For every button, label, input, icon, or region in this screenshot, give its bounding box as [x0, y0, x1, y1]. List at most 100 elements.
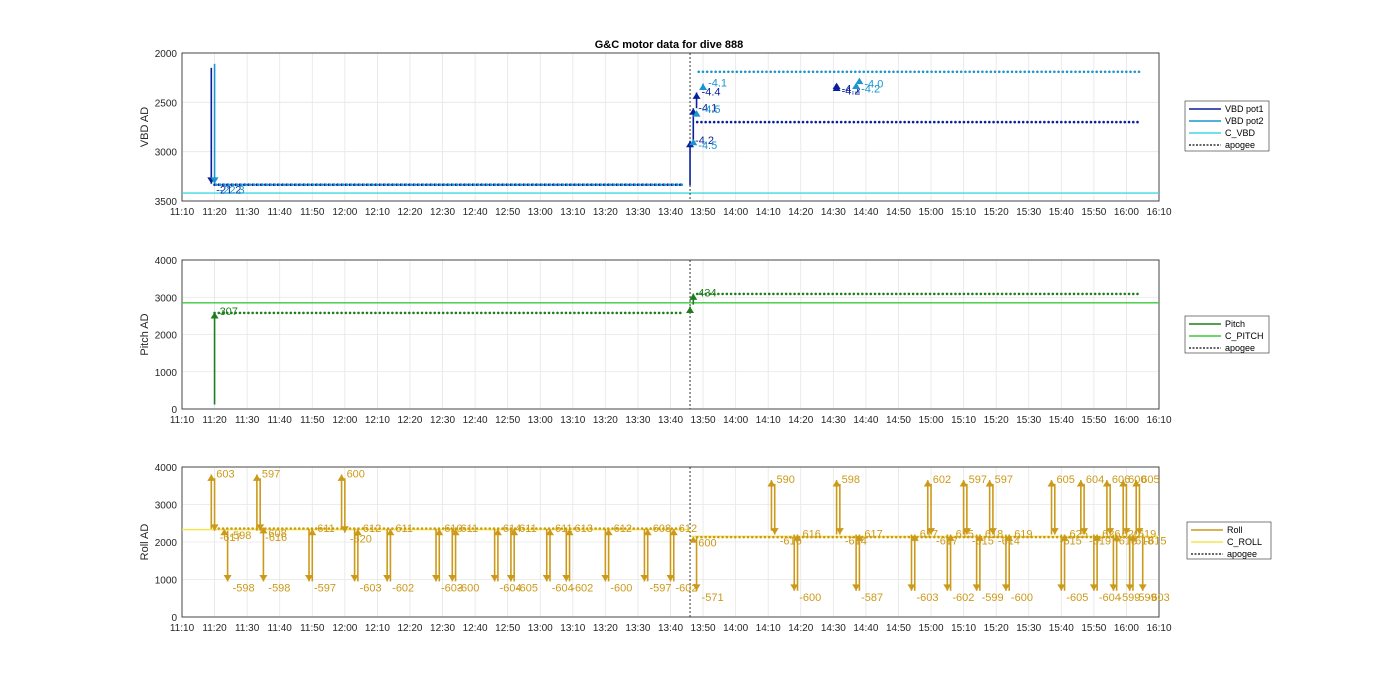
- series-point: [509, 311, 513, 315]
- series-point: [865, 120, 868, 124]
- x-tick-label: 12:50: [495, 415, 520, 426]
- arrow-head: [666, 574, 675, 582]
- arrow-head: [1135, 528, 1144, 535]
- series-point: [848, 292, 851, 296]
- series-point: [773, 70, 777, 74]
- roll-panel: 11:10 11:20 11:30 11:40 11:50 12:00 12:10 12:20…: [139, 463, 1272, 634]
- series-point: [949, 292, 953, 296]
- series-point: [1047, 292, 1050, 296]
- move-label: -4.5: [698, 140, 717, 152]
- axes-frame: [181, 52, 1160, 202]
- series-point: [756, 70, 760, 74]
- series-point: [1115, 292, 1118, 296]
- series-point: [551, 527, 555, 530]
- series-point: [467, 527, 470, 530]
- series-point: [777, 70, 781, 74]
- series-point: [606, 311, 610, 315]
- series-point: [591, 183, 595, 187]
- series-point: [1125, 70, 1128, 74]
- series-point: [966, 292, 970, 296]
- series-point: [1102, 535, 1105, 539]
- series-point: [672, 183, 675, 187]
- series-point: [479, 527, 483, 530]
- series-point: [1040, 70, 1043, 74]
- series-point: [1047, 535, 1050, 539]
- move-label: -571: [702, 592, 724, 604]
- x-tick-label: 14:00: [723, 415, 748, 426]
- arrow-head: [353, 528, 362, 536]
- series-point: [1072, 120, 1076, 124]
- series-point: [900, 70, 904, 74]
- series-point: [772, 535, 775, 539]
- series-point: [835, 292, 839, 296]
- arrow-head: [692, 92, 701, 99]
- series-point: [852, 292, 856, 296]
- series-point: [608, 183, 612, 187]
- series-point: [890, 120, 894, 124]
- series-point: [324, 183, 328, 187]
- series-point: [549, 183, 552, 187]
- series-point: [954, 292, 957, 296]
- series-point: [776, 120, 779, 124]
- series-point: [772, 120, 775, 124]
- series-point: [471, 527, 475, 530]
- arrow-head: [350, 574, 359, 582]
- series-point: [815, 70, 819, 74]
- series-point: [530, 527, 534, 530]
- series-point: [882, 120, 885, 124]
- series-point: [578, 183, 582, 187]
- arrow-head: [210, 312, 219, 319]
- arrow-head: [643, 528, 652, 536]
- series-point: [1034, 535, 1038, 539]
- series-point: [433, 311, 437, 315]
- series-point: [926, 70, 929, 74]
- move-label: 605: [1057, 474, 1075, 486]
- series-point: [903, 292, 906, 296]
- x-tick-label: 14:30: [821, 623, 846, 634]
- series-point: [782, 70, 785, 74]
- series-point: [755, 120, 758, 124]
- series-point: [653, 311, 657, 315]
- series-point: [636, 311, 640, 315]
- series-point: [299, 183, 303, 187]
- series-point: [1136, 292, 1139, 296]
- series-point: [488, 311, 492, 315]
- arrow-head: [832, 84, 841, 91]
- series-point: [907, 535, 911, 539]
- series-point: [873, 535, 877, 539]
- series-point: [708, 120, 712, 124]
- move-label: 606: [1112, 474, 1130, 486]
- series-point: [234, 311, 238, 315]
- move-label: -4.5: [702, 104, 721, 116]
- series-point: [560, 527, 564, 530]
- move-label: -603: [1148, 592, 1170, 604]
- series-point: [633, 183, 637, 187]
- series-point: [526, 527, 530, 530]
- series-point: [835, 120, 839, 124]
- series-point: [337, 183, 341, 187]
- series-point: [484, 527, 487, 530]
- arrow-head: [601, 574, 610, 582]
- series-point: [988, 120, 991, 124]
- move-label: 617: [920, 529, 938, 541]
- x-tick-label: 14:50: [886, 623, 911, 634]
- series-point: [945, 120, 949, 124]
- series-point: [336, 311, 339, 315]
- x-tick-label: 13:00: [528, 415, 553, 426]
- series-point: [502, 183, 506, 187]
- series-point: [827, 535, 830, 539]
- move-label: -599: [982, 592, 1004, 604]
- series-point: [861, 292, 864, 296]
- move-label: 610: [444, 523, 462, 535]
- series-point: [971, 120, 974, 124]
- series-point: [293, 311, 297, 315]
- arrow-head: [1060, 534, 1069, 541]
- arrow-head: [542, 574, 551, 582]
- series-point: [1078, 70, 1082, 74]
- series-point: [971, 535, 974, 539]
- series-point: [242, 527, 246, 530]
- series-point: [1030, 292, 1033, 296]
- series-point: [217, 527, 221, 530]
- x-tick-label: 12:20: [397, 207, 422, 218]
- series-point: [456, 183, 459, 187]
